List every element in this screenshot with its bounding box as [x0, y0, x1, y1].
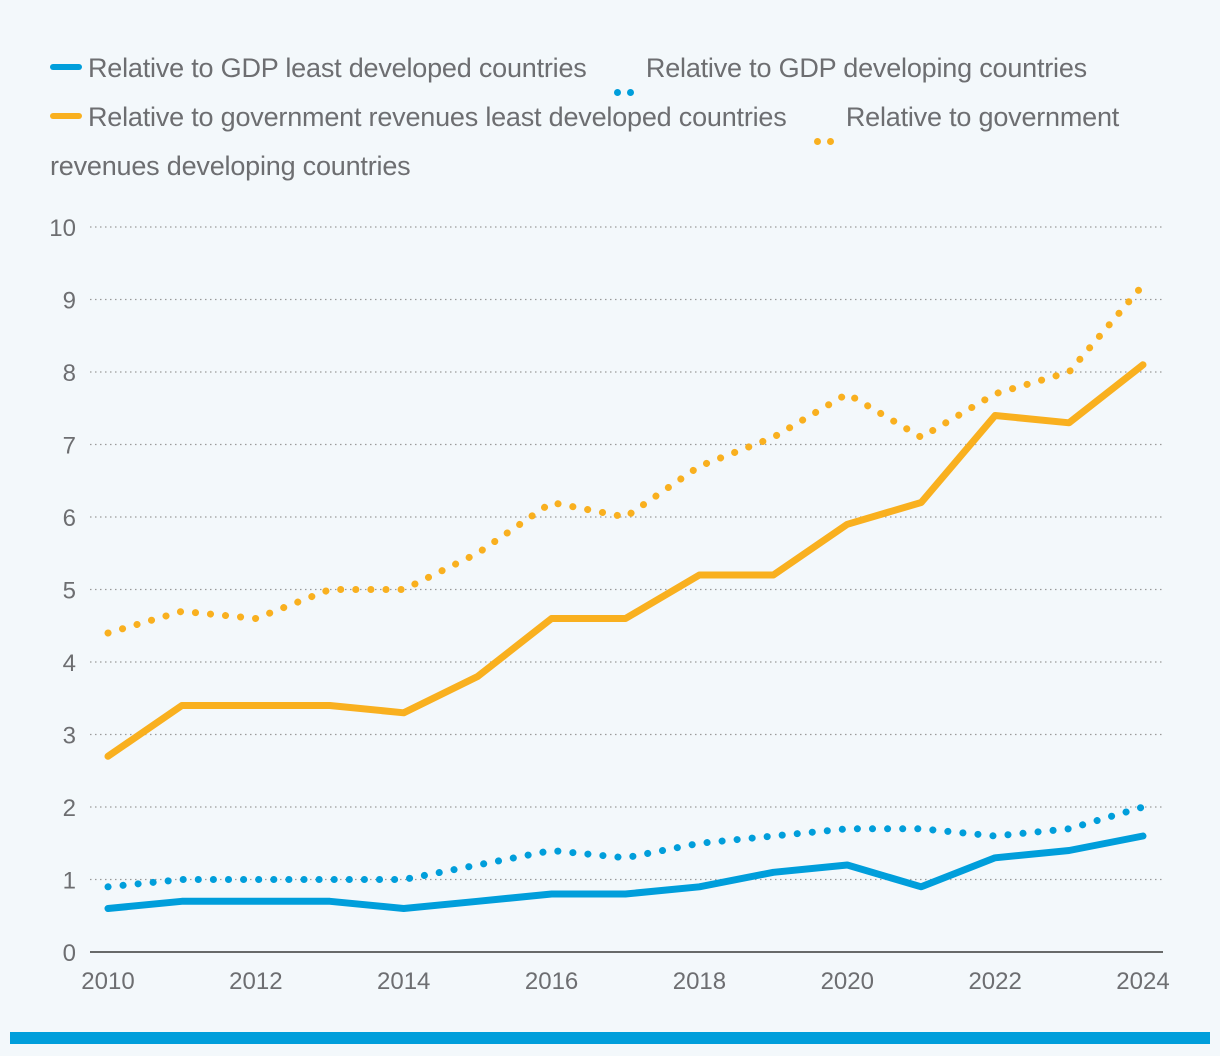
series-gdp-ldc-line — [104, 832, 1147, 912]
series-layer — [104, 281, 1147, 912]
series-revenue-ldc-line — [104, 361, 1147, 760]
legend-label: Relative to GDP least developed countrie… — [88, 53, 587, 83]
legend-label: Relative to GDP developing countries — [645, 53, 1087, 83]
y-tick-label-0: 0 — [63, 940, 76, 967]
legend-label: Relative to government revenues least de… — [88, 102, 787, 132]
x-tick-label-2018: 2018 — [673, 968, 726, 995]
y-tick-label-6: 6 — [63, 505, 76, 532]
x-tick-label-2020: 2020 — [821, 968, 874, 995]
y-tick-label-2: 2 — [63, 795, 76, 822]
legend-swatch-dotted-blue — [613, 63, 640, 97]
axis-layer: 0 1 2 3 4 5 6 7 8 9 10 2010 2012 2014 2016 2018 2020 2022… — [49, 215, 1169, 995]
x-tick-label-2024: 2024 — [1116, 968, 1169, 995]
bottom-accent-bar — [10, 1032, 1210, 1044]
x-tick-label-2010: 2010 — [81, 968, 134, 995]
legend-item-revenue-ldc: Relative to government revenues least de… — [50, 102, 787, 132]
y-tick-label-8: 8 — [63, 360, 76, 387]
series-revenue-developing-line — [104, 281, 1147, 637]
y-tick-label-10: 10 — [49, 215, 76, 242]
series-gdp-developing-line — [104, 803, 1147, 891]
x-tick-label-2022: 2022 — [968, 968, 1021, 995]
y-tick-label-1: 1 — [63, 868, 76, 895]
legend-label: Relative to government revenues developi… — [50, 102, 1120, 181]
legend-item-revenue-developing: Relative to government revenues developi… — [50, 102, 1119, 181]
line-chart: 0 1 2 3 4 5 6 7 8 9 10 2010 2012 2014 2016 2018 2020 2022… — [49, 215, 1169, 995]
y-tick-label-9: 9 — [63, 288, 76, 315]
legend-item-gdp-ldc: Relative to GDP least developed countrie… — [50, 53, 587, 83]
y-tick-label-5: 5 — [63, 578, 76, 605]
y-tick-label-4: 4 — [63, 650, 76, 677]
grid-layer — [90, 226, 1163, 881]
x-tick-label-2012: 2012 — [229, 968, 282, 995]
y-tick-label-3: 3 — [63, 723, 76, 750]
y-tick-label-7: 7 — [63, 433, 76, 460]
legend-item-gdp-developing: Relative to GDP developing countries — [613, 53, 1087, 97]
x-tick-label-2016: 2016 — [525, 968, 578, 995]
x-tick-label-2014: 2014 — [377, 968, 430, 995]
chart-legend: Relative to GDP least developed countrie… — [50, 44, 1160, 191]
legend-swatch-dotted-orange — [813, 112, 840, 146]
legend-swatch-solid-blue — [50, 63, 82, 70]
legend-swatch-solid-orange — [50, 112, 82, 119]
